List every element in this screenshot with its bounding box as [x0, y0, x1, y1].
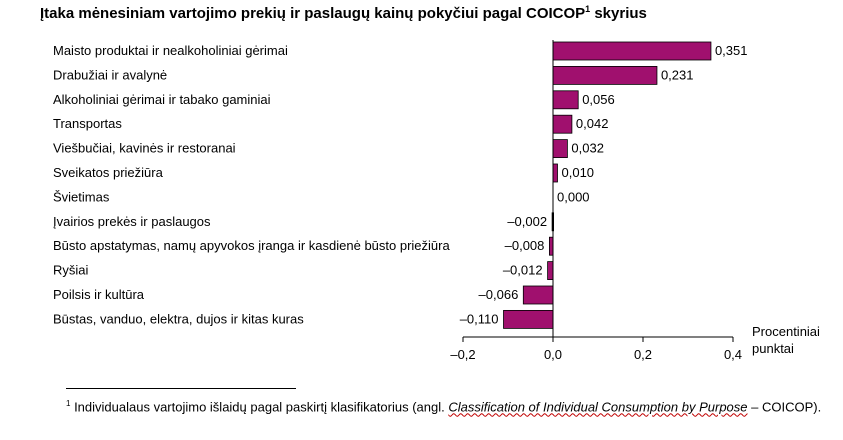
chart-title: Įtaka mėnesiniam vartojimo prekių ir pas…	[40, 4, 647, 22]
bar	[547, 261, 554, 281]
bar	[552, 66, 658, 85]
data-label: –0,066	[479, 287, 519, 302]
category-label: Transportas	[53, 116, 122, 131]
bar	[552, 41, 712, 61]
chart-title-footnote-marker: 1	[585, 4, 591, 14]
bar	[552, 90, 579, 110]
category-label: Būstas, vanduo, elektra, dujos ir kitas …	[53, 311, 304, 326]
footnote-text: Individualaus vartojimo išlaidų pagal pa…	[70, 399, 449, 415]
data-label: 0,231	[661, 67, 694, 82]
data-label: 0,042	[576, 116, 609, 131]
chart-title-text: Įtaka mėnesiniam vartojimo prekių ir pas…	[40, 5, 586, 22]
footnote-italic-term: Classification of Individual Consumption…	[448, 399, 748, 415]
footnote-divider	[66, 388, 296, 389]
x-tick-label: 0,0	[544, 347, 562, 362]
data-label: 0,010	[562, 165, 595, 180]
data-label: 0,000	[557, 189, 590, 204]
data-label: –0,002	[507, 214, 547, 229]
category-label: Alkoholiniai gėrimai ir tabako gaminiai	[53, 92, 271, 107]
data-label: –0,012	[503, 263, 543, 278]
data-label: 0,032	[571, 141, 604, 156]
bar	[552, 114, 573, 134]
chart-title-suffix: skyrius	[590, 5, 647, 22]
category-label: Sveikatos priežiūra	[53, 165, 164, 180]
category-label: Viešbučiai, kavinės ir restoranai	[53, 141, 236, 156]
footnote-text-end: – COICOP).	[747, 399, 822, 415]
data-label: 0,056	[582, 92, 615, 107]
x-axis-label: punktai	[752, 341, 794, 356]
bar	[552, 163, 558, 183]
x-axis-label: Procentiniai	[752, 324, 820, 339]
data-label: –0,110	[460, 311, 499, 326]
x-tick-label: 0,2	[634, 347, 652, 362]
x-tick-label: 0,4	[724, 347, 742, 362]
bar	[549, 236, 554, 256]
data-label: 0,351	[715, 43, 748, 58]
bar	[552, 139, 568, 159]
bar	[503, 309, 554, 329]
category-label: Poilsis ir kultūra	[53, 287, 145, 302]
footnote-marker: 1	[66, 399, 71, 408]
category-label: Drabužiai ir avalynė	[53, 67, 167, 82]
category-label: Švietimas	[53, 189, 110, 204]
data-label: –0,008	[505, 238, 545, 253]
footnote: 1 Individualaus vartojimo išlaidų pagal …	[66, 396, 841, 415]
category-label: Būsto apstatymas, namų apyvokos įranga i…	[53, 238, 450, 253]
bar	[522, 285, 554, 305]
category-label: Maisto produktai ir nealkoholiniai gėrim…	[53, 43, 288, 58]
x-tick-label: –0,2	[450, 347, 475, 362]
category-label: Ryšiai	[53, 263, 89, 278]
category-label: Įvairios prekės ir paslaugos	[53, 214, 211, 229]
